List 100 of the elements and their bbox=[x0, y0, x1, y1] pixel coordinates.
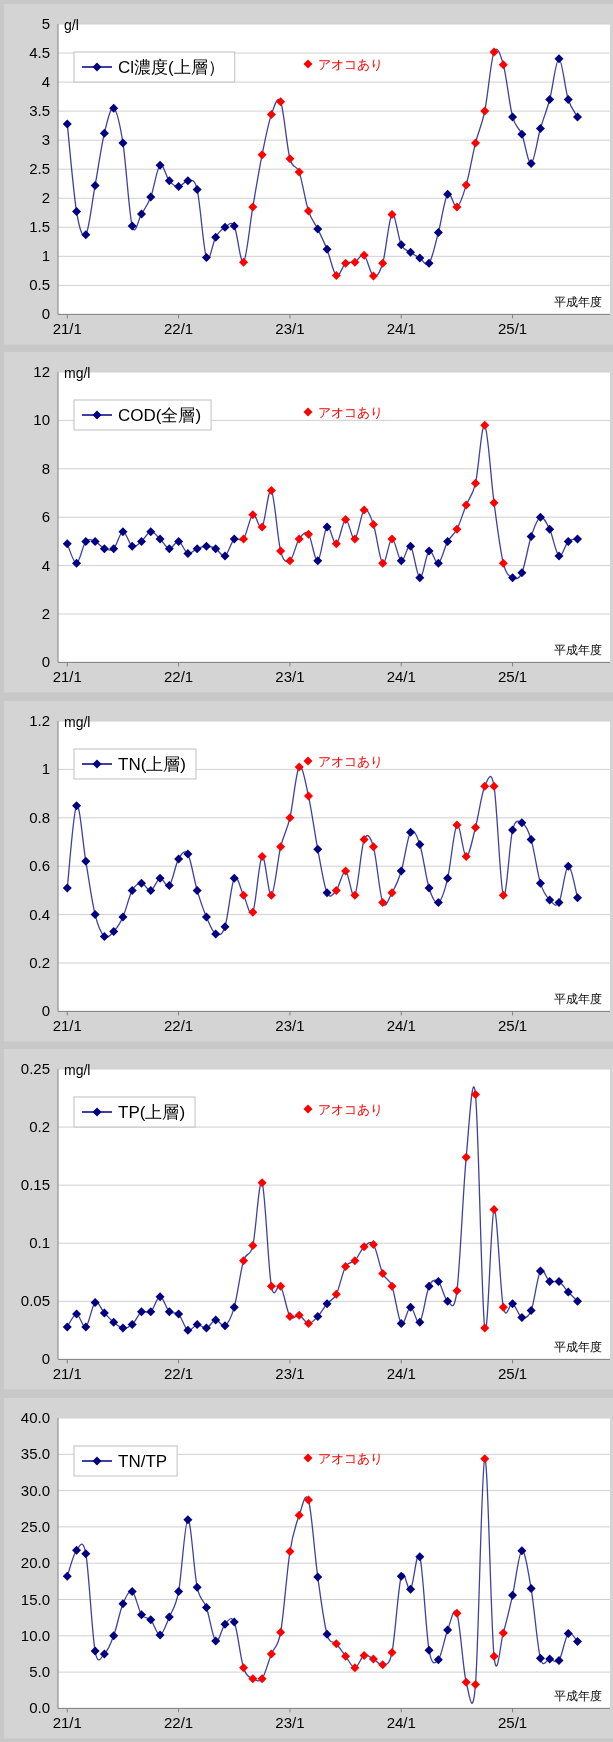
point bbox=[257, 851, 267, 861]
point bbox=[526, 1306, 536, 1316]
point bbox=[554, 54, 564, 64]
y-tick-label: 40.0 bbox=[20, 1408, 50, 1426]
point bbox=[433, 228, 443, 238]
point bbox=[90, 537, 100, 547]
point bbox=[313, 1312, 323, 1322]
point bbox=[535, 878, 545, 888]
point bbox=[433, 1654, 443, 1664]
point bbox=[201, 252, 211, 262]
legend-label: Cl濃度(上層） bbox=[118, 58, 225, 77]
point bbox=[174, 1309, 184, 1319]
point bbox=[378, 559, 388, 569]
point bbox=[424, 1281, 434, 1291]
point bbox=[554, 551, 564, 561]
point bbox=[396, 556, 406, 566]
point bbox=[359, 1242, 369, 1252]
legend-label: アオコあり bbox=[318, 405, 383, 421]
point bbox=[573, 892, 583, 902]
y-tick-label: 0.15 bbox=[20, 1176, 50, 1194]
point bbox=[387, 210, 397, 219]
point bbox=[322, 1629, 332, 1639]
point bbox=[331, 539, 341, 549]
point bbox=[239, 534, 249, 544]
y-tick-label: 5.0 bbox=[29, 1662, 50, 1680]
point bbox=[470, 479, 480, 489]
point bbox=[211, 929, 221, 939]
point bbox=[285, 154, 295, 164]
point bbox=[118, 527, 128, 537]
point bbox=[90, 909, 100, 919]
legend-label: アオコあり bbox=[318, 1102, 383, 1118]
point bbox=[285, 1312, 295, 1322]
point bbox=[341, 866, 351, 876]
point bbox=[146, 1307, 156, 1317]
point bbox=[146, 527, 156, 537]
point bbox=[229, 873, 239, 883]
point bbox=[303, 530, 313, 540]
point bbox=[406, 1584, 416, 1594]
point bbox=[118, 912, 128, 922]
y-tick-label: 0.0 bbox=[29, 1698, 50, 1716]
point bbox=[72, 1545, 82, 1555]
point bbox=[248, 1673, 258, 1683]
point bbox=[480, 1323, 490, 1333]
point bbox=[526, 834, 536, 844]
x-tick-label: 24/1 bbox=[386, 1713, 416, 1731]
point bbox=[545, 1277, 555, 1287]
point bbox=[294, 534, 304, 544]
point bbox=[517, 568, 527, 578]
y-tick-label: 0.5 bbox=[29, 276, 50, 294]
y-tick-label: 0 bbox=[41, 1002, 50, 1020]
point bbox=[266, 110, 276, 120]
point bbox=[229, 221, 239, 231]
y-tick-label: 0 bbox=[41, 1350, 50, 1368]
point bbox=[545, 95, 555, 104]
x-tick-label: 24/1 bbox=[386, 668, 416, 686]
point bbox=[229, 1302, 239, 1312]
point bbox=[276, 97, 286, 107]
point bbox=[257, 1178, 267, 1188]
x-tick-label: 23/1 bbox=[275, 1365, 305, 1383]
point bbox=[211, 1315, 221, 1325]
point bbox=[480, 1453, 490, 1463]
point bbox=[545, 1654, 555, 1664]
point bbox=[285, 556, 295, 566]
point bbox=[229, 534, 239, 544]
point bbox=[563, 537, 573, 547]
point bbox=[109, 103, 119, 113]
point bbox=[368, 520, 378, 530]
point bbox=[127, 1586, 137, 1596]
point bbox=[396, 866, 406, 876]
y-tick-label: 1 bbox=[41, 760, 50, 778]
point bbox=[341, 258, 351, 268]
x-tick-label: 23/1 bbox=[275, 1017, 305, 1035]
point bbox=[211, 232, 221, 242]
point bbox=[294, 167, 304, 177]
point bbox=[331, 885, 341, 895]
point bbox=[239, 257, 249, 267]
point bbox=[109, 544, 119, 554]
point bbox=[341, 515, 351, 525]
point bbox=[257, 1673, 267, 1683]
point bbox=[452, 202, 462, 212]
point bbox=[155, 1292, 165, 1302]
point bbox=[137, 878, 146, 888]
point bbox=[303, 1319, 313, 1329]
point bbox=[517, 129, 527, 139]
x-tick-label: 22/1 bbox=[164, 1365, 194, 1383]
point bbox=[331, 1638, 341, 1648]
y-axis-title: mg/l bbox=[64, 1062, 91, 1079]
point bbox=[368, 842, 378, 852]
point bbox=[489, 1651, 499, 1661]
point bbox=[563, 95, 573, 104]
point bbox=[573, 534, 583, 544]
point bbox=[498, 60, 508, 70]
point bbox=[81, 1548, 91, 1558]
point bbox=[285, 1546, 295, 1556]
x-tick-label: 23/1 bbox=[275, 668, 305, 686]
point bbox=[415, 573, 425, 583]
x-tick-label: 25/1 bbox=[497, 320, 528, 338]
y-tick-label: 30.0 bbox=[20, 1481, 50, 1499]
point bbox=[81, 230, 91, 240]
point bbox=[294, 1310, 304, 1320]
